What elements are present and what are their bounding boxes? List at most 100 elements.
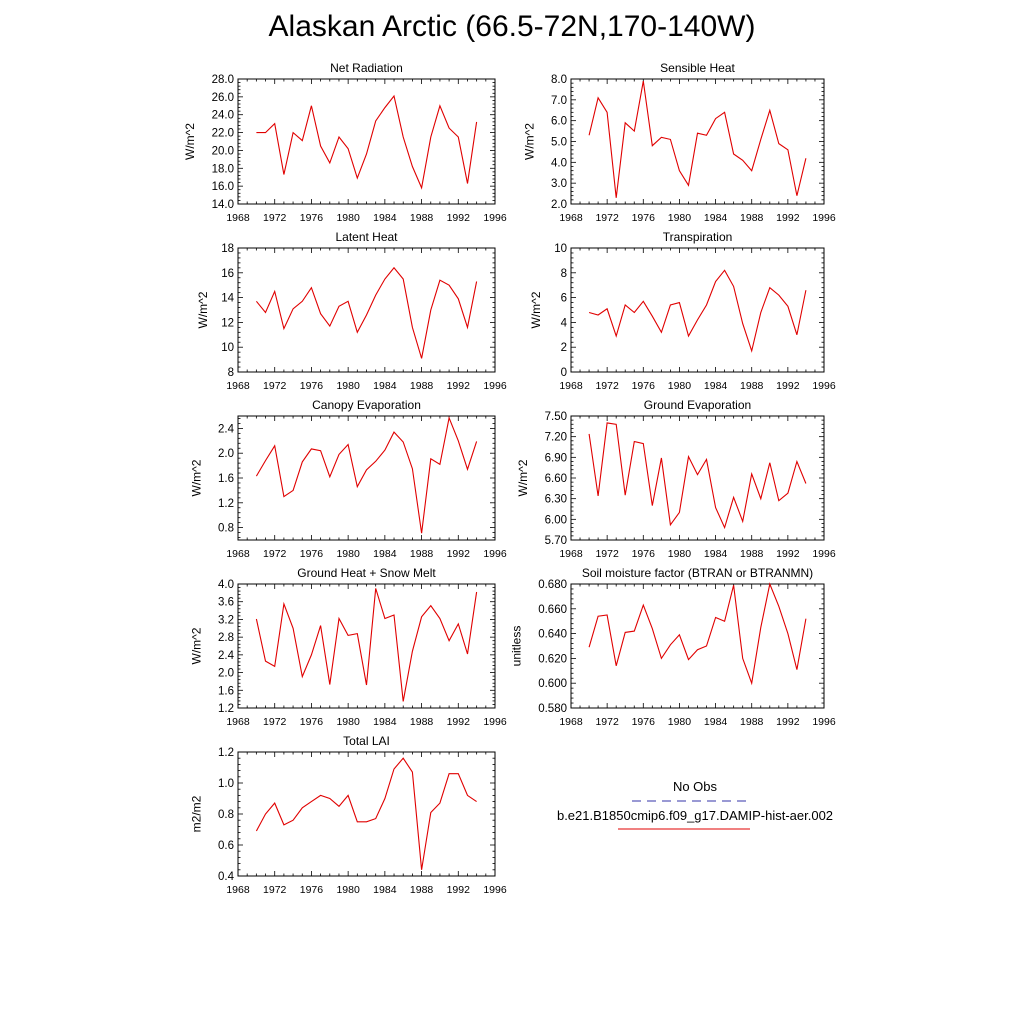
x-tick-label: 1976 bbox=[632, 548, 656, 560]
x-tick-label: 1984 bbox=[373, 716, 397, 728]
y-tick-label: 14 bbox=[221, 293, 234, 305]
chart-panel-6: 1968 1972 1976 1980 1984 1988 1992 1996 1.2 1.6 2.… bbox=[190, 566, 507, 728]
x-tick-label: 1984 bbox=[704, 212, 728, 224]
series-line bbox=[256, 94, 478, 190]
x-tick-label: 1980 bbox=[668, 380, 692, 392]
y-tick-label: 7.20 bbox=[545, 432, 567, 444]
y-tick-label: 1.2 bbox=[218, 703, 234, 715]
x-tick-label: 1972 bbox=[263, 212, 287, 224]
x-tick-label: 1976 bbox=[300, 716, 324, 728]
y-axis-label: W/m^2 bbox=[529, 291, 543, 328]
x-tick-label: 1968 bbox=[226, 212, 250, 224]
x-tick-label: 1996 bbox=[812, 212, 836, 224]
x-tick-label: 1996 bbox=[483, 548, 507, 560]
x-tick-label: 1992 bbox=[776, 716, 800, 728]
chart-title: Ground Heat + Snow Melt bbox=[297, 566, 436, 580]
chart-panel-2: 1968 1972 1976 1980 1984 1988 1992 1996 8 10 12 14 1… bbox=[196, 230, 507, 392]
x-tick-label: 1984 bbox=[373, 212, 397, 224]
y-tick-label: 7.0 bbox=[551, 95, 567, 107]
chart-panel-3: 1968 1972 1976 1980 1984 1988 1992 1996 0 2 4 6 8 10 T… bbox=[529, 230, 836, 392]
chart-title: Soil moisture factor (BTRAN or BTRANMN) bbox=[582, 566, 813, 580]
chart-title: Total LAI bbox=[343, 734, 390, 748]
x-tick-label: 1972 bbox=[263, 884, 287, 896]
y-tick-label: 4 bbox=[561, 317, 568, 329]
legend: No Obs b.e21.B1850cmip6.f09_g17.DAMIP-hi… bbox=[530, 770, 860, 870]
plot-frame bbox=[237, 751, 496, 877]
y-tick-label: 18 bbox=[221, 243, 234, 255]
x-tick-label: 1996 bbox=[812, 716, 836, 728]
x-tick-label: 1992 bbox=[776, 548, 800, 560]
x-tick-label: 1976 bbox=[632, 380, 656, 392]
y-tick-label: 26.0 bbox=[212, 92, 234, 104]
y-tick-label: 6.30 bbox=[545, 494, 567, 506]
x-tick-label: 1968 bbox=[226, 884, 250, 896]
y-tick-label: 0.660 bbox=[538, 604, 567, 616]
series-line bbox=[588, 422, 807, 530]
chart-panel-8: 1968 1972 1976 1980 1984 1988 1992 1996 0.4 0.6 0.… bbox=[190, 734, 507, 896]
y-tick-label: 20.0 bbox=[212, 145, 234, 157]
x-tick-label: 1968 bbox=[226, 380, 250, 392]
x-tick-label: 1996 bbox=[812, 548, 836, 560]
y-tick-label: 16.0 bbox=[212, 181, 234, 193]
x-tick-label: 1984 bbox=[373, 380, 397, 392]
x-tick-label: 1972 bbox=[263, 380, 287, 392]
y-tick-label: 0 bbox=[561, 367, 567, 379]
x-tick-label: 1984 bbox=[704, 548, 728, 560]
x-tick-label: 1980 bbox=[668, 716, 692, 728]
x-tick-label: 1992 bbox=[447, 212, 471, 224]
legend-obs-label: No Obs bbox=[672, 779, 718, 794]
y-tick-label: 0.580 bbox=[538, 703, 567, 715]
x-tick-label: 1972 bbox=[595, 548, 619, 560]
series-line bbox=[588, 582, 807, 686]
y-tick-label: 5.70 bbox=[545, 535, 567, 547]
y-axis-label: W/m^2 bbox=[190, 627, 204, 664]
y-axis-label: W/m^2 bbox=[523, 123, 537, 160]
y-tick-label: 1.0 bbox=[218, 778, 234, 790]
x-tick-label: 1980 bbox=[336, 716, 360, 728]
chart-panel-0: 1968 1972 1976 1980 1984 1988 1992 1996 14.0 16.0… bbox=[183, 61, 507, 224]
x-tick-label: 1996 bbox=[483, 380, 507, 392]
plot-frame bbox=[570, 247, 825, 373]
y-tick-label: 3.6 bbox=[218, 597, 234, 609]
chart-panel-7: 1968 1972 1976 1980 1984 1988 1992 1996 0.580 0.6… bbox=[510, 566, 836, 728]
legend-model-label: b.e21.B1850cmip6.f09_g17.DAMIP-hist-aer.… bbox=[556, 808, 834, 823]
x-tick-label: 1980 bbox=[336, 380, 360, 392]
x-tick-label: 1992 bbox=[447, 380, 471, 392]
chart-title: Ground Evaporation bbox=[644, 398, 751, 412]
x-tick-label: 1968 bbox=[559, 212, 583, 224]
plot-frame bbox=[570, 583, 825, 709]
y-tick-label: 6.0 bbox=[551, 116, 567, 128]
y-tick-label: 0.6 bbox=[218, 840, 234, 852]
y-tick-label: 3.2 bbox=[218, 614, 234, 626]
y-axis-label: m2/m2 bbox=[190, 795, 204, 832]
chart-title: Sensible Heat bbox=[660, 61, 735, 75]
y-tick-label: 1.2 bbox=[218, 498, 234, 510]
y-tick-label: 4.0 bbox=[218, 579, 234, 591]
y-tick-label: 2.0 bbox=[218, 668, 234, 680]
plot-frame bbox=[237, 583, 496, 709]
x-tick-label: 1996 bbox=[812, 380, 836, 392]
legend-obs-line bbox=[618, 800, 752, 830]
x-tick-label: 1972 bbox=[595, 212, 619, 224]
plot-frame bbox=[570, 78, 825, 205]
y-tick-label: 3.0 bbox=[551, 178, 567, 190]
chart-title: Canopy Evaporation bbox=[312, 398, 421, 412]
x-tick-label: 1976 bbox=[300, 212, 324, 224]
plot-frame bbox=[237, 415, 496, 541]
x-tick-label: 1988 bbox=[410, 212, 434, 224]
y-axis-label: W/m^2 bbox=[516, 459, 530, 496]
y-tick-label: 2.0 bbox=[551, 199, 567, 211]
x-tick-label: 1992 bbox=[447, 548, 471, 560]
chart-title: Latent Heat bbox=[335, 230, 398, 244]
y-tick-label: 6 bbox=[561, 293, 567, 305]
x-tick-label: 1996 bbox=[483, 212, 507, 224]
y-tick-label: 8 bbox=[228, 367, 234, 379]
series-line bbox=[588, 269, 807, 353]
x-tick-label: 1968 bbox=[226, 716, 250, 728]
plot-frame bbox=[570, 415, 825, 541]
x-tick-label: 1968 bbox=[559, 380, 583, 392]
x-tick-label: 1976 bbox=[632, 212, 656, 224]
x-tick-label: 1996 bbox=[483, 884, 507, 896]
